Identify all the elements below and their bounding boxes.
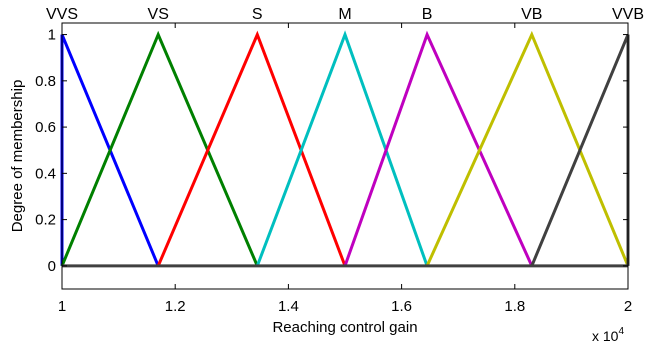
mf-label-vvs: VVS (46, 6, 78, 23)
x-tick-label: 1.6 (391, 298, 412, 315)
x-tick-label: 1.8 (504, 298, 525, 315)
x-tick-label: 1 (58, 298, 66, 315)
x-scale-exponent: 4 (618, 326, 624, 337)
mf-label-vb: VB (521, 6, 542, 23)
x-tick-label: 1.4 (278, 298, 299, 315)
tick-layer: 1 1.2 1.4 1.6 1.8 2 0 0.2 0.4 0.6 0.8 1 (35, 23, 632, 315)
mf-label-layer: VVS VS S M B VB VVB (46, 6, 644, 23)
x-scale-prefix: x 10 (592, 328, 619, 344)
mf-label-vvb: VVB (612, 6, 644, 23)
plot-frame (61, 22, 629, 290)
y-tick-label: 0.8 (35, 73, 56, 90)
x-axis-label: Reaching control gain (272, 319, 417, 336)
x-tick-label: 2 (624, 298, 632, 315)
mf-label-s: S (252, 6, 263, 23)
y-axis-label: Degree of membership (9, 80, 26, 233)
mf-label-b: B (422, 6, 433, 23)
series-m-line (255, 30, 429, 267)
y-tick-label: 1 (48, 27, 56, 44)
series-vb-line (425, 30, 630, 267)
y-tick-label: 0.6 (35, 119, 56, 136)
y-tick-label: 0.2 (35, 212, 56, 229)
y-tick-label: 0 (48, 258, 56, 275)
plot-area (62, 23, 628, 289)
x-tick-label: 1.2 (165, 298, 186, 315)
mf-label-m: M (338, 6, 351, 23)
series-vs-line (60, 30, 259, 267)
series-b-line (343, 30, 534, 267)
y-tick-label: 0.4 (35, 165, 56, 182)
mf-label-vs: VS (148, 6, 169, 23)
x-scale-factor: x 104 (592, 326, 624, 344)
series-s-line (156, 30, 347, 267)
